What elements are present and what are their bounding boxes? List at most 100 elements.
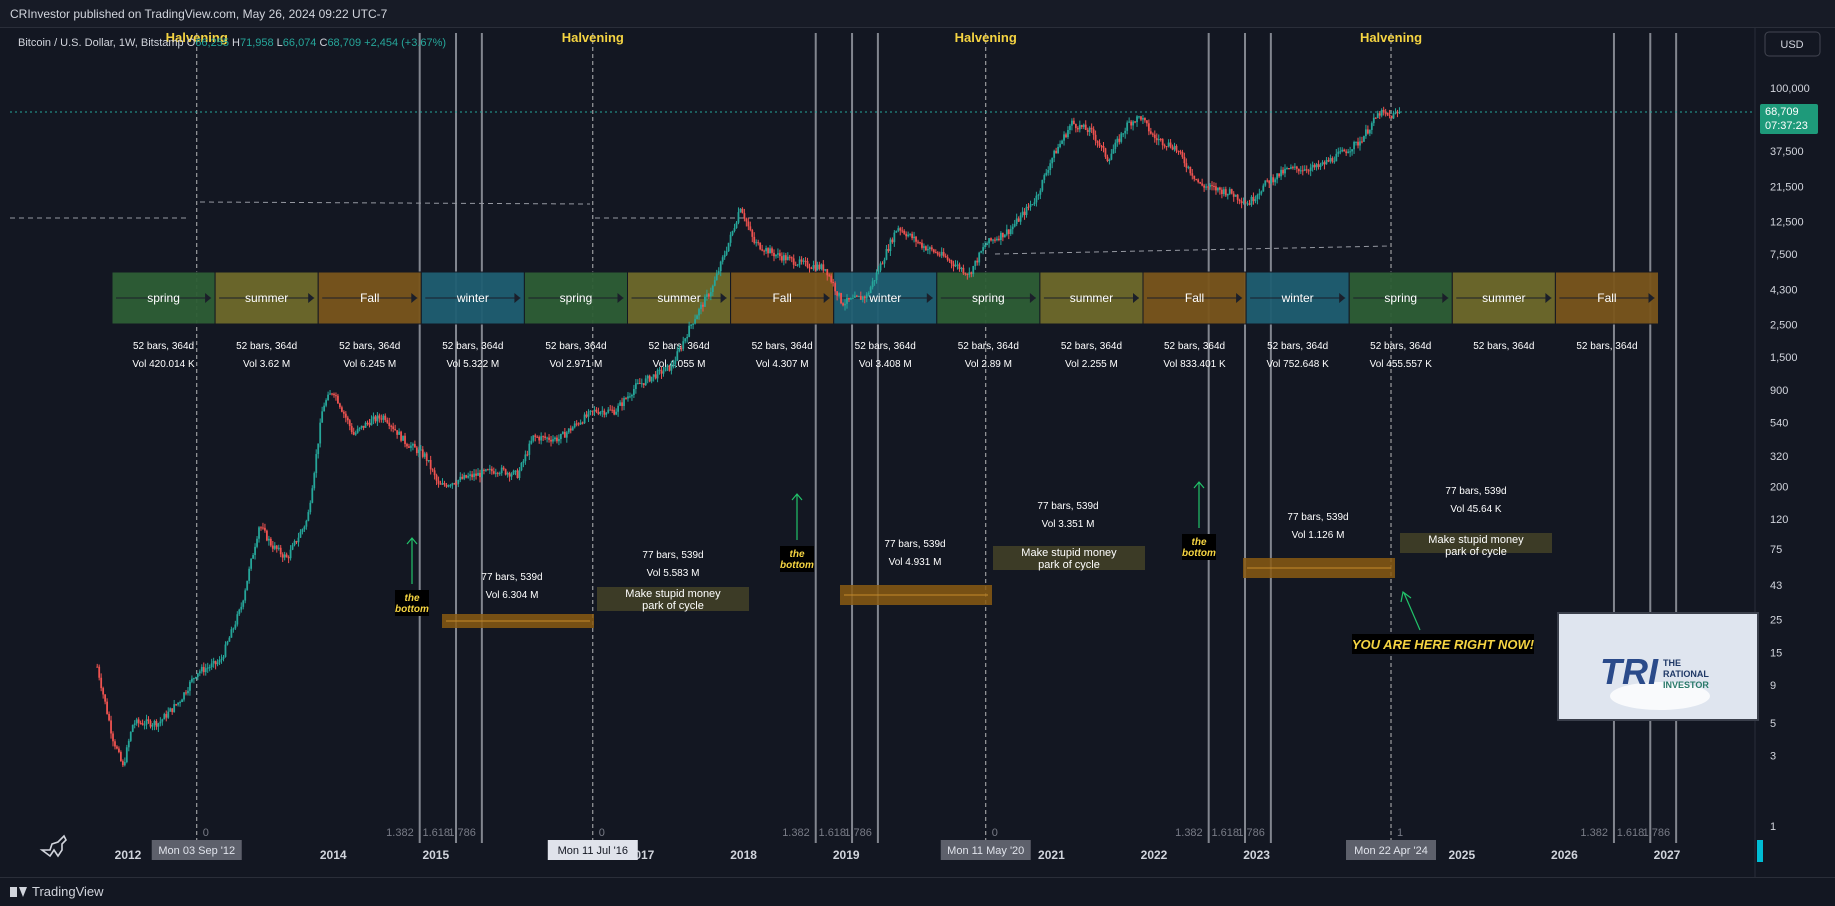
candle-body bbox=[439, 483, 442, 485]
candle-body bbox=[990, 238, 992, 241]
season-box[interactable]: winter 52 bars, 364d Vol 752.648 K bbox=[1245, 271, 1350, 370]
cycle-rect bbox=[1400, 533, 1552, 553]
season-bars: 52 bars, 364d bbox=[1473, 341, 1534, 352]
tradingview-logo[interactable]: TradingView bbox=[10, 884, 104, 899]
candle-body bbox=[518, 470, 521, 478]
season-box[interactable]: Fall 52 bars, 364d Vol 833.401 K bbox=[1142, 271, 1247, 370]
candle-body bbox=[881, 263, 884, 265]
candle-body bbox=[368, 422, 371, 426]
candle-body bbox=[311, 488, 314, 503]
candle-body bbox=[1319, 164, 1322, 167]
candle-body bbox=[388, 422, 391, 426]
candle-body bbox=[398, 431, 401, 435]
candle-body bbox=[919, 242, 921, 244]
candle-body bbox=[852, 297, 854, 299]
season-box[interactable]: spring 52 bars, 364d Vol 420.014 K bbox=[111, 271, 216, 370]
candle-body bbox=[565, 432, 568, 438]
season-bars: 52 bars, 364d bbox=[442, 341, 503, 352]
candle-body bbox=[688, 325, 691, 337]
season-bars: 52 bars, 364d bbox=[545, 341, 606, 352]
candle-body bbox=[224, 644, 227, 657]
candle-body bbox=[494, 472, 497, 474]
candle-body bbox=[573, 423, 576, 428]
candle-body bbox=[828, 275, 831, 277]
season-box[interactable]: summer 52 bars, 364d Vol 3.62 M bbox=[214, 271, 319, 370]
candle-body bbox=[1043, 175, 1046, 180]
candle-body bbox=[222, 656, 225, 659]
season-box[interactable]: spring 52 bars, 364d Vol 2.89 M bbox=[936, 271, 1041, 370]
price-chart[interactable]: 100,000 37,500 21,500 12,500 7,500 4,300 2,500… bbox=[0, 28, 1835, 877]
candle-body bbox=[1001, 232, 1004, 238]
candle-body bbox=[1292, 167, 1294, 169]
bottom-label-line2: bottom bbox=[1182, 548, 1216, 559]
candle-body bbox=[467, 475, 470, 478]
candle-body bbox=[256, 538, 258, 547]
y-tick-label: 75 bbox=[1770, 544, 1782, 556]
season-box[interactable]: spring 52 bars, 364d Vol 455.557 K bbox=[1348, 271, 1453, 370]
candle-body bbox=[1063, 134, 1065, 141]
candle-body bbox=[258, 527, 260, 539]
candle-body bbox=[727, 242, 730, 252]
candle-body bbox=[656, 370, 659, 379]
candle-body bbox=[877, 270, 880, 273]
season-box[interactable]: winter 52 bars, 364d Vol 5.322 M bbox=[420, 271, 525, 370]
candle-body bbox=[1041, 179, 1044, 191]
candle-body bbox=[625, 398, 627, 400]
candle-body bbox=[1337, 151, 1340, 154]
season-box[interactable]: summer 52 bars, 364d Vol 2.255 M bbox=[1039, 271, 1144, 370]
candle-body bbox=[1368, 129, 1371, 134]
season-arrow-head bbox=[308, 293, 315, 303]
season-box[interactable]: summer 52 bars, 364d bbox=[1451, 271, 1556, 352]
candle-body bbox=[885, 248, 888, 260]
candle-body bbox=[1189, 166, 1192, 174]
candle-body bbox=[992, 239, 994, 241]
candle-body bbox=[812, 265, 815, 269]
candle-body bbox=[212, 660, 215, 664]
candle-body bbox=[1171, 147, 1174, 150]
candle-body bbox=[358, 427, 361, 429]
candles bbox=[96, 106, 1401, 768]
candle-body bbox=[1065, 134, 1067, 138]
fib-label: 1.618 bbox=[1211, 827, 1239, 839]
candle-body bbox=[1161, 139, 1164, 146]
season-box[interactable]: Fall 52 bars, 364d bbox=[1554, 271, 1660, 352]
candle-body bbox=[374, 416, 377, 422]
dino-icon[interactable] bbox=[39, 834, 67, 858]
candle-body bbox=[437, 480, 440, 484]
season-arrow-head bbox=[514, 293, 521, 303]
candle-body bbox=[1082, 124, 1085, 127]
season-box[interactable]: Fall 52 bars, 364d Vol 6.245 M bbox=[317, 271, 422, 370]
candle-body bbox=[433, 470, 436, 476]
candle-body bbox=[250, 558, 253, 569]
season-box[interactable]: winter 52 bars, 364d Vol 3.408 M bbox=[833, 271, 938, 370]
currency-button-label[interactable]: USD bbox=[1780, 39, 1803, 51]
candle-body bbox=[960, 267, 963, 270]
candle-body bbox=[905, 233, 908, 237]
season-box[interactable]: spring 52 bars, 364d Vol 2.971 M bbox=[523, 271, 629, 370]
season-box[interactable]: Fall 52 bars, 364d Vol 4.307 M bbox=[730, 271, 835, 370]
candle-body bbox=[634, 383, 637, 389]
candle-body bbox=[1110, 153, 1113, 160]
candle-body bbox=[378, 415, 381, 419]
candle-body bbox=[530, 440, 533, 444]
logo-word: RATIONAL bbox=[1663, 669, 1709, 679]
cycle-text-line1: Make stupid money bbox=[1428, 534, 1524, 546]
cycle-text-line2: park of cycle bbox=[1445, 546, 1507, 558]
candle-body bbox=[285, 554, 288, 558]
candle-body bbox=[1096, 140, 1099, 143]
x-tick-label: 2026 bbox=[1551, 848, 1578, 862]
candle-body bbox=[678, 348, 681, 352]
candle-body bbox=[1037, 194, 1040, 196]
candle-body bbox=[1359, 141, 1361, 146]
currency-button[interactable]: USD bbox=[1764, 31, 1821, 57]
currency-button-bg[interactable] bbox=[1764, 31, 1821, 57]
candle-body bbox=[780, 256, 783, 261]
chart-area[interactable]: 100,000 37,500 21,500 12,500 7,500 4,300 2,500… bbox=[0, 28, 1835, 877]
candle-body bbox=[526, 454, 529, 456]
